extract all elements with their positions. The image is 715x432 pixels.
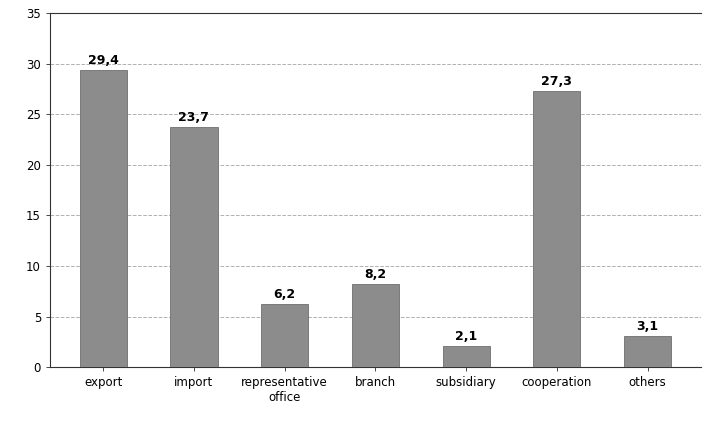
Text: 23,7: 23,7 (179, 111, 209, 124)
Text: 29,4: 29,4 (88, 54, 119, 67)
Bar (261, 305, 308, 367)
Text: 3,1: 3,1 (636, 320, 659, 333)
Bar (352, 284, 399, 367)
Text: 2,1: 2,1 (455, 330, 477, 343)
Bar (624, 336, 671, 367)
Text: 27,3: 27,3 (541, 75, 572, 88)
Bar (79, 70, 127, 367)
Bar (170, 127, 217, 367)
Text: 8,2: 8,2 (365, 268, 386, 281)
Text: 6,2: 6,2 (274, 289, 296, 302)
Bar (533, 91, 581, 367)
Bar (443, 346, 490, 367)
